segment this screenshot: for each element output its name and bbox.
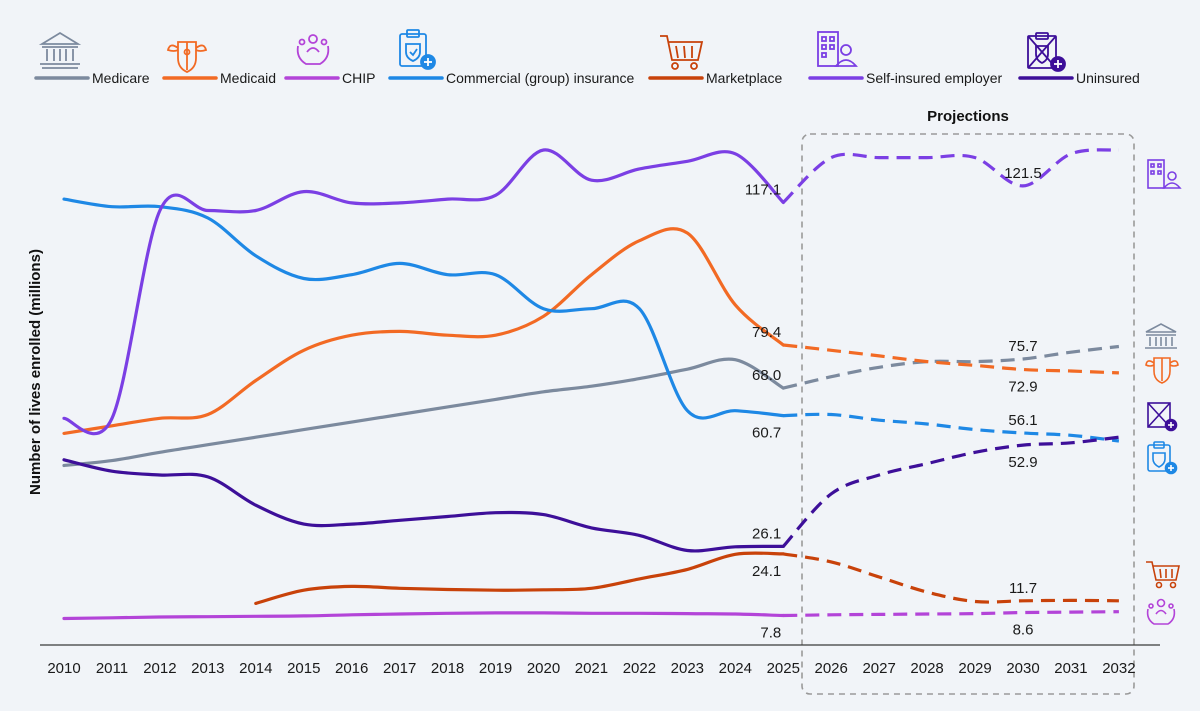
x-tick-label: 2011 <box>96 660 128 677</box>
projection-line-medicare <box>782 344 1120 390</box>
x-tick-label: 2018 <box>431 660 464 677</box>
employer-building-icon <box>817 31 858 67</box>
data-label-selfinsured: 117.1 <box>745 182 781 199</box>
x-tick-label: 2013 <box>191 660 224 677</box>
data-labels: 68.0 75.7 79.4 72.9 7.8 8.6 60.7 56.1 24.1 11.7 11… <box>745 165 1042 642</box>
data-label-medicare: 75.7 <box>1008 338 1037 355</box>
data-label-commercial: 60.7 <box>752 425 781 442</box>
crossed-clipboard-icon <box>1147 402 1178 432</box>
x-tick-label: 2025 <box>767 660 800 677</box>
legend-label-uninsured: Uninsured <box>1076 70 1140 86</box>
x-axis-ticks: 2010 2011 2012 2013 2014 2015 2016 2017 2018 2019… <box>47 660 1135 677</box>
projections-label: Projections <box>927 108 1009 125</box>
projection-line-commercial <box>783 412 1120 443</box>
caduceus-shield-icon <box>166 41 208 73</box>
x-tick-label: 2023 <box>671 660 704 677</box>
projection-line-marketplace <box>783 552 1119 604</box>
series-line-marketplace <box>254 551 785 605</box>
data-label-commercial: 56.1 <box>1008 412 1037 429</box>
data-label-chip: 8.6 <box>1013 622 1034 639</box>
x-tick-label: 2031 <box>1054 660 1087 677</box>
series-line-uninsured <box>62 458 785 553</box>
series-line-selfinsured <box>62 148 785 436</box>
shopping-cart-icon <box>660 35 704 70</box>
data-label-marketplace: 24.1 <box>752 563 781 580</box>
data-label-uninsured: 26.1 <box>752 525 781 542</box>
data-label-medicaid: 79.4 <box>752 324 781 341</box>
projections-box <box>801 133 1135 695</box>
projection-line-selfinsured <box>782 148 1120 204</box>
clipboard-shield-icon <box>399 29 436 70</box>
projection-line-chip <box>783 610 1119 618</box>
crossed-clipboard-icon <box>1027 32 1066 72</box>
projection-line-uninsured <box>782 435 1120 548</box>
legend-label-marketplace: Marketplace <box>706 70 782 86</box>
bank-icon <box>38 31 82 69</box>
data-label-chip: 7.8 <box>760 625 781 642</box>
x-tick-label: 2028 <box>910 660 943 677</box>
x-tick-label: 2022 <box>623 660 656 677</box>
y-axis-label: Number of lives enrolled (millions) <box>27 249 44 495</box>
shopping-cart-icon <box>1146 561 1180 589</box>
x-tick-label: 2027 <box>862 660 895 677</box>
projection-line-medicaid <box>783 343 1119 375</box>
family-care-icon <box>1146 598 1176 625</box>
data-label-marketplace: 11.7 <box>1009 580 1037 597</box>
legend: Medicare Medicaid CHIP Commercial (group) i… <box>34 70 1140 86</box>
series-line-commercial <box>62 197 785 420</box>
x-tick-label: 2021 <box>575 660 608 677</box>
series-lines <box>62 148 1120 621</box>
right-icons <box>1145 159 1182 625</box>
x-tick-label: 2017 <box>383 660 416 677</box>
x-tick-label: 2020 <box>527 660 560 677</box>
legend-label-medicare: Medicare <box>92 70 150 86</box>
legend-label-chip: CHIP <box>342 70 375 86</box>
x-tick-label: 2012 <box>143 660 176 677</box>
x-tick-label: 2026 <box>815 660 848 677</box>
x-tick-label: 2015 <box>287 660 320 677</box>
x-tick-label: 2029 <box>958 660 991 677</box>
family-care-icon <box>296 34 330 65</box>
x-tick-label: 2019 <box>479 660 512 677</box>
series-line-chip <box>62 611 785 621</box>
bank-icon <box>1145 323 1177 349</box>
legend-icons <box>38 29 1066 73</box>
legend-label-medicaid: Medicaid <box>220 70 276 86</box>
series-line-medicaid <box>62 227 785 435</box>
caduceus-shield-icon <box>1145 357 1179 384</box>
data-label-selfinsured: 121.5 <box>1004 165 1042 182</box>
x-tick-label: 2014 <box>239 660 272 677</box>
x-tick-label: 2032 <box>1102 660 1135 677</box>
x-tick-label: 2016 <box>335 660 368 677</box>
x-tick-label: 2030 <box>1006 660 1039 677</box>
data-label-medicare: 68.0 <box>752 367 781 384</box>
x-tick-label: 2024 <box>719 660 752 677</box>
data-label-uninsured: 52.9 <box>1008 454 1037 471</box>
employer-building-icon <box>1147 159 1182 189</box>
clipboard-shield-icon <box>1147 441 1178 475</box>
x-tick-label: 2010 <box>47 660 80 677</box>
data-label-medicaid: 72.9 <box>1008 379 1037 396</box>
legend-label-selfinsured: Self-insured employer <box>866 70 1003 86</box>
series-line-medicare <box>62 357 785 468</box>
legend-label-commercial: Commercial (group) insurance <box>446 70 635 86</box>
